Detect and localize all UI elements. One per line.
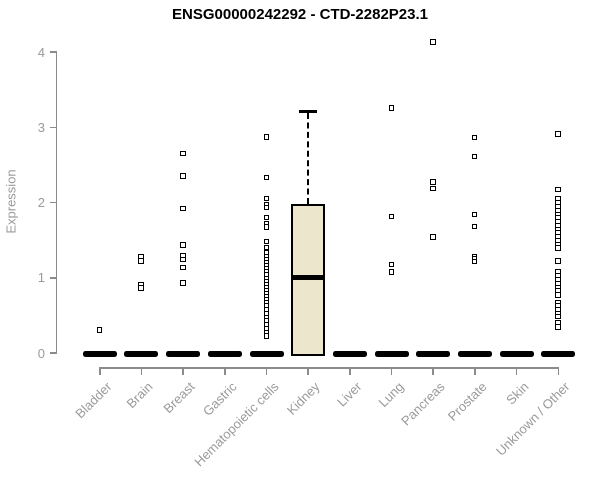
outlier-point [180, 280, 186, 286]
y-tick [50, 277, 57, 279]
outlier-point [388, 269, 395, 275]
outlier-point [471, 258, 478, 265]
x-tick [432, 367, 434, 375]
outlier-point [180, 173, 186, 179]
y-axis-line [55, 51, 58, 354]
outlier-point [263, 204, 270, 211]
y-tick [50, 201, 57, 204]
outlier-point [388, 213, 395, 220]
zero-box [457, 350, 492, 357]
outlier-point [471, 211, 478, 218]
outlier-point [263, 333, 270, 339]
outlier-point [263, 224, 270, 230]
outlier-point [555, 131, 561, 137]
zero-box [207, 350, 242, 357]
outlier-point [180, 264, 186, 271]
y-tick [50, 352, 57, 354]
outlier-point [96, 327, 103, 333]
chart-title: ENSG00000242292 - CTD-2282P23.1 [172, 6, 428, 23]
outlier-point [555, 245, 561, 251]
outlier-point [555, 258, 561, 264]
x-tick [99, 367, 101, 375]
outlier-point [263, 214, 270, 221]
y-tick-label: 3 [37, 119, 45, 135]
outlier-point [388, 261, 395, 268]
outlier-point [263, 174, 270, 181]
outlier-point [555, 186, 561, 193]
outlier-point [263, 134, 270, 140]
outlier-point [138, 258, 144, 264]
zero-box [166, 350, 201, 357]
y-tick-label: 4 [37, 44, 45, 60]
x-tick [224, 367, 226, 375]
outlier-point [180, 242, 186, 248]
x-tick [390, 367, 393, 375]
outlier-point [263, 244, 270, 251]
y-tick-label: 1 [37, 270, 45, 286]
outlier-point [430, 179, 436, 185]
x-tick [307, 367, 309, 375]
outlier-point [471, 134, 478, 141]
x-tick [140, 367, 143, 375]
outlier-point [263, 195, 270, 202]
x-tick [474, 367, 476, 375]
x-tick [349, 367, 351, 375]
outlier-point [138, 285, 144, 291]
zero-box [374, 350, 409, 357]
outlier-point [430, 185, 436, 192]
zero-box [541, 350, 576, 357]
zero-box [416, 350, 451, 357]
y-tick-label: 0 [37, 345, 45, 361]
outlier-point [180, 205, 186, 212]
outlier-point [430, 234, 436, 240]
zero-box [499, 350, 534, 357]
zero-box [82, 350, 117, 357]
whisker-cap [299, 110, 318, 113]
outlier-point [555, 313, 561, 320]
outlier-point [180, 150, 186, 157]
y-tick [50, 126, 57, 128]
outlier-point [471, 223, 478, 230]
x-tick [265, 367, 268, 375]
x-tick [182, 367, 184, 375]
y-tick [50, 51, 57, 53]
zero-box [249, 350, 284, 357]
outlier-point [430, 39, 436, 45]
outlier-point [263, 238, 270, 245]
x-tick [557, 367, 560, 375]
x-axis-line [99, 367, 560, 369]
whisker-line [307, 113, 310, 204]
outlier-point [555, 324, 561, 330]
outlier-point [555, 292, 561, 298]
outlier-point [471, 153, 478, 160]
y-tick-label: 2 [37, 195, 45, 210]
zero-box [124, 350, 159, 357]
median-line [291, 275, 326, 281]
outlier-point [180, 256, 186, 263]
zero-box [332, 350, 367, 357]
outlier-point [388, 105, 395, 111]
x-tick [515, 367, 518, 375]
